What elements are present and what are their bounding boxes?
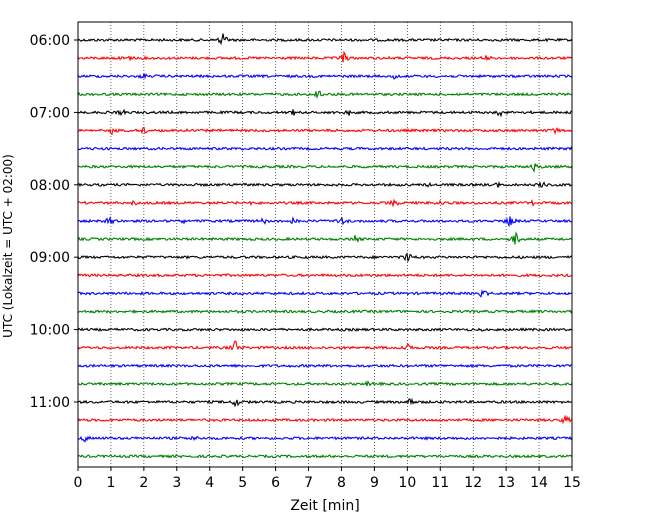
x-tick-label: 4	[205, 475, 214, 491]
y-tick-label: 10:00	[30, 323, 70, 339]
traces	[77, 33, 573, 459]
trace-row-0815	[77, 198, 573, 208]
x-tick-label: 9	[370, 475, 379, 491]
trace-row-1030	[77, 363, 573, 369]
y-tick-label: 09:00	[30, 250, 70, 266]
x-tick-label: 6	[271, 475, 280, 491]
trace-row-0845	[77, 231, 573, 245]
trace-row-0915	[77, 272, 573, 279]
x-axis: 0 1 2 3 4 5 6 7 8 9 10 11 12 13 14 15	[74, 467, 581, 491]
trace-row-0830	[77, 216, 573, 228]
trace-row-1100	[77, 397, 573, 408]
trace-row-0630	[77, 73, 573, 80]
trace-row-1145	[77, 453, 573, 459]
x-tick-label: 1	[106, 475, 115, 491]
trace-row-0800	[77, 180, 573, 188]
y-tick-label: 06:00	[30, 33, 70, 49]
trace-row-0700	[77, 108, 573, 118]
x-tick-label: 14	[530, 475, 548, 491]
x-tick-label: 8	[337, 475, 346, 491]
trace-row-0900	[77, 252, 573, 263]
trace-row-0745	[77, 163, 573, 173]
trace-row-1000	[77, 327, 573, 333]
y-tick-label: 08:00	[30, 178, 70, 194]
x-tick-label: 0	[74, 475, 83, 491]
y-tick-label: 07:00	[30, 105, 70, 121]
x-axis-label: Zeit [min]	[290, 498, 359, 514]
x-tick-label: 3	[172, 475, 181, 491]
plot-background	[78, 22, 572, 467]
trace-row-1115	[77, 414, 573, 425]
x-tick-label: 13	[497, 475, 515, 491]
y-tick-label: 11:00	[30, 395, 70, 411]
trace-row-0730	[77, 146, 573, 151]
x-tick-label: 11	[431, 475, 449, 491]
trace-row-0945	[77, 309, 573, 314]
x-tick-label: 5	[238, 475, 247, 491]
x-tick-label: 2	[139, 475, 148, 491]
x-tick-label: 10	[398, 475, 416, 491]
y-axis-label: UTC (Lokalzeit = UTC + 02:00)	[1, 154, 15, 338]
trace-row-0930	[77, 288, 573, 298]
vertical-grid	[110, 22, 540, 467]
trace-row-0600	[77, 33, 573, 46]
trace-row-1045	[77, 380, 573, 387]
trace-row-1130	[77, 435, 573, 443]
trace-row-0615	[77, 50, 573, 63]
trace-row-0715	[77, 126, 573, 136]
trace-row-0645	[77, 90, 573, 100]
x-tick-label: 12	[464, 475, 482, 491]
plot-frame	[77, 21, 573, 468]
x-tick-label: 7	[304, 475, 313, 491]
y-axis: 06:00 07:00 08:00 09:00 10:00 11:00	[30, 33, 78, 411]
trace-row-1015	[77, 340, 573, 351]
x-tick-label: 15	[563, 475, 581, 491]
